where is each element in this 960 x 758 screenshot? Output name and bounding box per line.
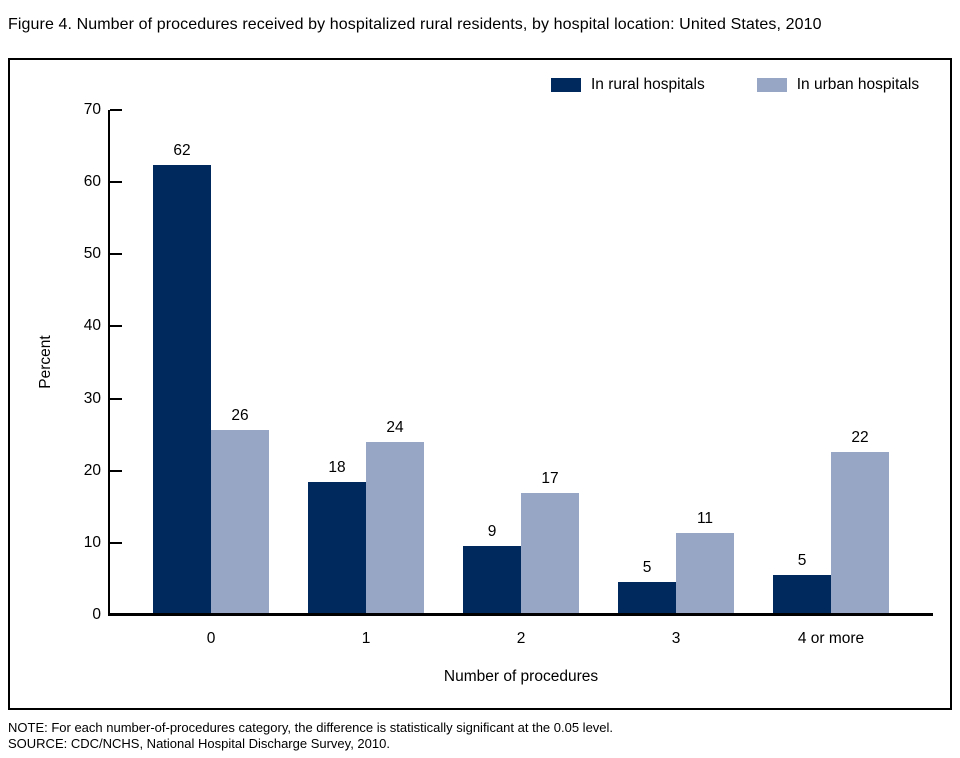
x-tick-label-4: 4 or more [797, 630, 865, 647]
y-tick-70 [110, 109, 122, 111]
legend-item-urban: In urban hospitals [756, 76, 920, 94]
y-tick-label-70: 70 [83, 101, 101, 118]
figure-title: Figure 4. Number of procedures received … [8, 16, 822, 33]
y-axis-line [108, 110, 110, 616]
bar-value-label-urban-4: 22 [851, 428, 869, 446]
x-axis-line [108, 613, 933, 616]
legend-label-rural: In rural hospitals [591, 76, 705, 93]
y-tick-label-0: 0 [92, 606, 101, 623]
y-tick-label-10: 10 [83, 533, 101, 551]
bar-urban-1 [366, 441, 424, 613]
legend-item-rural: In rural hospitals [551, 76, 705, 94]
bar-rural-0 [153, 164, 211, 613]
bar-value-label-rural-2: 9 [487, 522, 497, 540]
legend-swatch-urban-icon [756, 78, 787, 92]
bar-rural-3 [618, 581, 676, 613]
bar-rural-4 [773, 575, 831, 613]
bar-value-label-urban-0: 26 [231, 406, 249, 424]
x-tick-label-3: 3 [671, 630, 681, 647]
y-tick-label-50: 50 [83, 245, 101, 263]
bar-value-label-urban-3: 11 [696, 509, 714, 527]
legend: In rural hospitals In urban hospitals [551, 76, 919, 94]
footnotes: NOTE: For each number-of-procedures cate… [8, 720, 613, 752]
bar-urban-4 [831, 451, 889, 613]
y-tick-60 [110, 181, 122, 184]
y-tick-30 [110, 397, 122, 400]
y-tick-label-40: 40 [83, 317, 101, 335]
bar-value-label-rural-0: 62 [173, 141, 191, 159]
bar-rural-1 [308, 481, 366, 613]
legend-swatch-rural-icon [551, 78, 581, 92]
x-tick-label-1: 1 [361, 630, 371, 647]
bar-value-label-urban-1: 24 [386, 418, 404, 436]
x-axis-title: Number of procedures [443, 668, 599, 685]
y-tick-label-20: 20 [83, 461, 101, 479]
y-axis-title: Percent [37, 335, 54, 389]
bar-urban-0 [211, 429, 269, 613]
y-tick-10 [110, 541, 122, 544]
legend-label-urban: In urban hospitals [796, 76, 920, 93]
bar-value-label-rural-4: 5 [797, 552, 807, 570]
bar-rural-2 [463, 545, 521, 613]
bar-value-label-rural-3: 5 [642, 558, 652, 576]
y-tick-40 [110, 325, 122, 328]
bar-urban-3 [676, 532, 734, 613]
bar-value-label-rural-1: 18 [328, 458, 346, 476]
y-tick-label-30: 30 [83, 389, 101, 407]
bar-urban-2 [521, 493, 579, 613]
note-text: NOTE: For each number-of-procedures cate… [8, 720, 614, 735]
source-text: SOURCE: CDC/NCHS, National Hospital Disc… [8, 736, 390, 751]
bar-value-label-urban-2: 17 [541, 470, 559, 488]
x-tick-label-2: 2 [516, 630, 526, 647]
y-tick-50 [110, 253, 122, 256]
y-tick-20 [110, 469, 122, 472]
y-tick-label-60: 60 [83, 173, 101, 191]
x-tick-label-0: 0 [206, 630, 216, 647]
